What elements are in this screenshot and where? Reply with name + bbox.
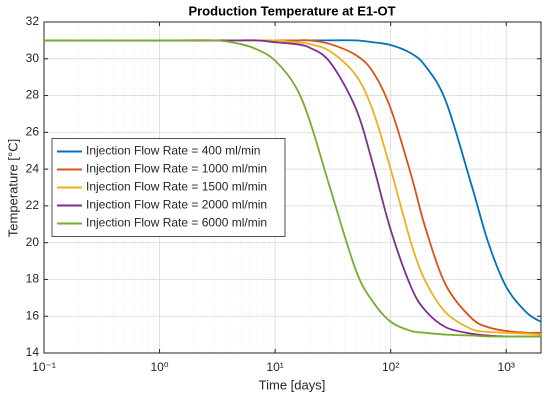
x-axis-label: Time [days]: [259, 377, 326, 392]
y-tick-label: 28: [26, 88, 40, 102]
y-tick-label: 30: [26, 51, 40, 65]
y-tick-label: 24: [26, 161, 40, 175]
series-line: [43, 39, 541, 338]
y-tick-label: 20: [26, 235, 40, 249]
legend-label: Injection Flow Rate = 1500 ml/min: [86, 180, 267, 194]
y-tick-label: 32: [26, 14, 40, 28]
x-tick-label: 10⁻¹: [32, 360, 56, 374]
y-tick-label: 26: [26, 125, 40, 139]
legend-label: Injection Flow Rate = 6000 ml/min: [86, 216, 267, 230]
legend-label: Injection Flow Rate = 400 ml/min: [86, 144, 260, 158]
y-axis-label: Temperature [°C]: [5, 139, 20, 237]
x-tick-label: 10³: [498, 360, 515, 374]
x-tick-label: 10²: [382, 360, 399, 374]
legend-label: Injection Flow Rate = 2000 ml/min: [86, 198, 267, 212]
y-tick-label: 22: [26, 198, 40, 212]
plot-frame: [43, 21, 542, 354]
legend-box: [51, 138, 286, 237]
y-tick-label: 16: [26, 308, 40, 322]
x-tick-label: 10¹: [266, 360, 283, 374]
series-line: [43, 39, 541, 338]
legend-label: Injection Flow Rate = 1000 ml/min: [86, 162, 267, 176]
chart-title: Production Temperature at E1-OT: [188, 3, 395, 18]
y-tick-label: 14: [26, 345, 40, 359]
x-tick-label: 10⁰: [150, 360, 168, 374]
y-tick-label: 18: [26, 272, 40, 286]
